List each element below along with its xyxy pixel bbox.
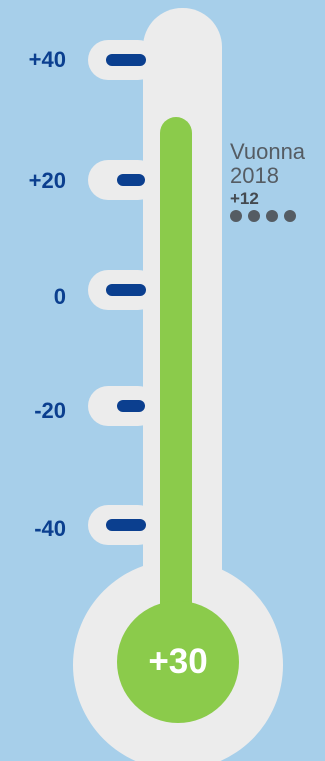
dot-icon [248, 210, 260, 222]
annotation-title: Vuonna [230, 139, 306, 164]
scale-label-minus-40: -40 [34, 516, 66, 541]
year-annotation: Vuonna 2018 +12 [230, 140, 305, 222]
scale-tick [106, 284, 146, 296]
dot-icon [266, 210, 278, 222]
scale-ticks [88, 40, 158, 545]
scale-tick [106, 54, 146, 66]
scale-label-plus-40: +40 [28, 47, 66, 72]
annotation-dots [230, 210, 305, 222]
scale-tick [117, 400, 145, 412]
annotation-value: +12 [230, 189, 259, 208]
current-temperature-value: +30 [148, 642, 208, 681]
dot-icon [284, 210, 296, 222]
scale-tick [106, 519, 146, 531]
scale-label-zero: 0 [53, 284, 66, 309]
thermometer-bulb-fill [117, 601, 239, 723]
scale-label-plus-20: +20 [28, 168, 66, 193]
temperature-level-bar [160, 117, 192, 637]
dot-icon [230, 210, 242, 222]
annotation-year: 2018 [230, 163, 279, 188]
scale-tick [117, 174, 145, 186]
scale-label-minus-20: -20 [34, 398, 66, 423]
